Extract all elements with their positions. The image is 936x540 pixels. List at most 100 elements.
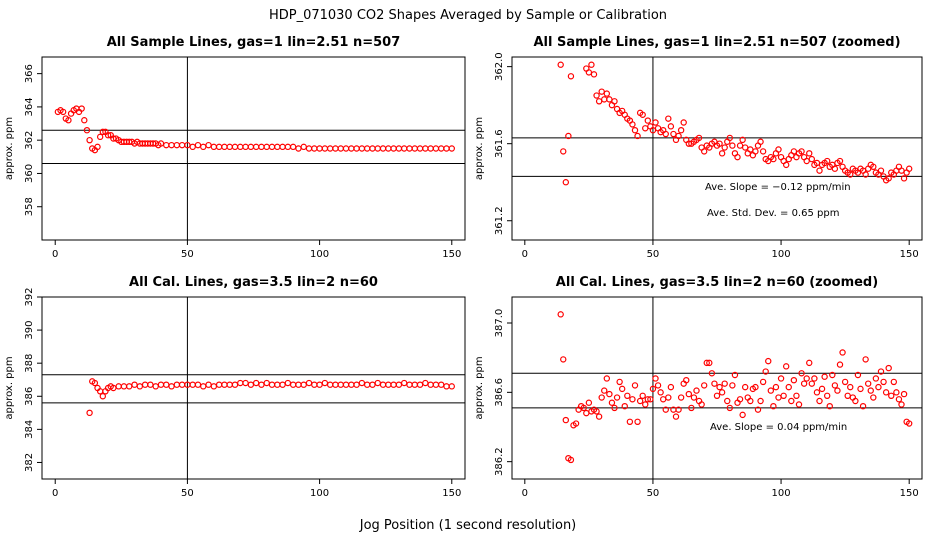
data-point (120, 383, 128, 390)
data-point (606, 96, 613, 103)
data-point (432, 381, 440, 388)
panel-title: All Cal. Lines, gas=3.5 lin=2 n=60 (zoom… (556, 275, 878, 290)
data-point (448, 383, 455, 390)
data-point (416, 145, 424, 152)
y-tick-label: 392 (24, 287, 35, 306)
data-point (136, 383, 144, 390)
x-tick-label: 100 (772, 249, 791, 260)
data-point (747, 397, 754, 405)
data-point (857, 385, 864, 393)
data-point (598, 394, 605, 401)
data-point (305, 379, 313, 387)
data-point (231, 381, 239, 388)
y-tick-label: 386.6 (494, 378, 505, 407)
data-point (104, 131, 112, 139)
data-point (215, 143, 223, 151)
data-point (813, 389, 821, 396)
data-point (422, 145, 429, 152)
data-point (700, 148, 708, 155)
data-point (221, 381, 228, 388)
data-point (332, 145, 339, 152)
data-point (332, 381, 339, 388)
data-point (629, 396, 636, 403)
data-point (770, 155, 777, 163)
y-axis-label: approx. ppm (4, 356, 15, 419)
annotation: Ave. Slope = 0.04 ppm/min (710, 422, 847, 433)
data-point (443, 383, 450, 390)
data-point (775, 394, 782, 401)
data-point (618, 385, 626, 393)
data-point (411, 145, 418, 152)
data-point (885, 364, 892, 372)
data-point (900, 175, 908, 182)
data-point (877, 167, 885, 174)
data-point (369, 145, 376, 152)
panel-3: All Cal. Lines, gas=3.5 lin=2 n=60 approx… (4, 275, 466, 499)
data-point (557, 311, 564, 318)
y-tick-label: 382 (24, 453, 35, 472)
data-point (677, 126, 685, 134)
data-point (803, 157, 810, 165)
data-point (311, 381, 318, 388)
data-point (811, 375, 818, 382)
data-point (348, 381, 355, 388)
panel-1: All Sample Lines, gas=1 lin=2.51 n=507 ap… (4, 35, 466, 260)
data-point (379, 145, 387, 152)
data-point (654, 382, 662, 389)
data-point (818, 385, 826, 393)
y-tick-label: 366 (24, 64, 35, 83)
data-point (147, 381, 154, 388)
data-point (86, 136, 93, 144)
data-point (905, 420, 913, 427)
data-point (284, 379, 292, 387)
data-points (557, 61, 913, 186)
data-point (890, 378, 898, 386)
data-point (721, 144, 728, 151)
panel-title: All Sample Lines, gas=1 lin=2.51 n=507 (… (533, 35, 900, 50)
data-point (731, 371, 739, 379)
data-point (806, 359, 813, 367)
y-tick-label: 386.2 (494, 447, 505, 476)
data-point (823, 157, 831, 165)
data-point (895, 396, 903, 403)
data-point (734, 153, 741, 161)
data-point (342, 145, 350, 152)
data-point (560, 356, 567, 363)
data-point (713, 392, 721, 399)
x-tick-label: 150 (442, 488, 461, 499)
data-point (657, 389, 664, 396)
data-point (870, 163, 877, 170)
data-point (672, 413, 680, 420)
x-tick-label: 0 (52, 488, 58, 499)
data-point (639, 111, 646, 118)
data-point (700, 382, 708, 389)
data-point (852, 397, 859, 405)
data-point (898, 401, 905, 408)
data-point (173, 141, 181, 149)
data-point (258, 381, 265, 388)
data-point (226, 143, 233, 151)
x-tick-label: 100 (772, 488, 791, 499)
data-point (836, 157, 844, 165)
data-point (629, 121, 636, 128)
data-point (562, 179, 570, 186)
data-point (847, 171, 854, 178)
plot-frame (41, 56, 466, 241)
data-point (567, 73, 575, 80)
data-point (242, 379, 249, 387)
data-point (777, 375, 785, 382)
data-point (875, 383, 882, 391)
y-tick-label: 386 (24, 387, 35, 406)
data-point (210, 383, 218, 390)
data-point (385, 381, 392, 388)
plot-frame (41, 296, 466, 480)
data-point (400, 145, 408, 152)
data-point (237, 143, 244, 151)
y-tick-label: 362 (24, 131, 35, 150)
data-point (675, 132, 682, 140)
data-point (665, 115, 672, 122)
data-point (639, 392, 646, 399)
data-point (422, 379, 429, 387)
data-point (785, 383, 792, 391)
data-point (788, 397, 795, 405)
